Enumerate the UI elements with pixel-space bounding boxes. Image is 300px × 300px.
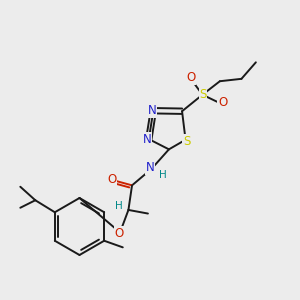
Text: O: O: [218, 96, 227, 109]
Text: N: N: [147, 104, 156, 117]
Text: N: N: [146, 161, 154, 174]
Text: O: O: [186, 71, 196, 84]
Text: N: N: [143, 133, 152, 146]
Text: H: H: [159, 170, 167, 180]
Text: S: S: [183, 135, 190, 148]
Text: O: O: [115, 227, 124, 240]
Text: S: S: [200, 88, 207, 100]
Text: H: H: [115, 201, 123, 211]
Text: O: O: [107, 173, 117, 186]
